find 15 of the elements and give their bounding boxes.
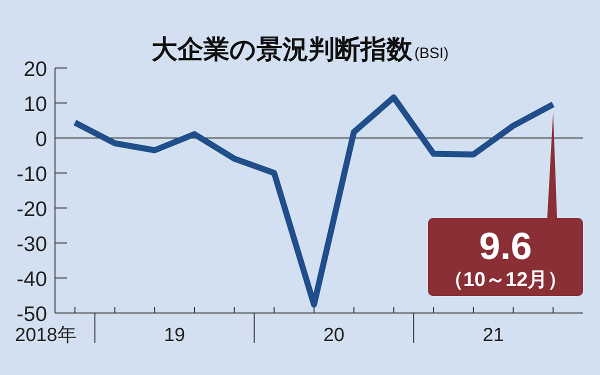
y-tick-label: -20 (16, 198, 47, 221)
text: 2018年 (15, 325, 76, 346)
chart-subtitle: (BSI) (414, 45, 449, 62)
text: 21 (482, 325, 504, 346)
text: 19 (164, 325, 186, 346)
y-tick-label: -30 (16, 233, 47, 256)
y-tick-label: 10 (24, 93, 47, 116)
text: 20 (323, 325, 345, 346)
y-tick-label: -40 (16, 268, 47, 291)
annotation: 9.6 （10～12月） (443, 226, 568, 291)
y-tick-label: 0 (35, 128, 47, 151)
y-tick-label: -10 (16, 163, 47, 186)
y-tick-label: -50 (16, 303, 47, 326)
chart-title: 大企業の景況判断指数 (151, 34, 414, 64)
y-tick-label: 20 (24, 58, 47, 81)
